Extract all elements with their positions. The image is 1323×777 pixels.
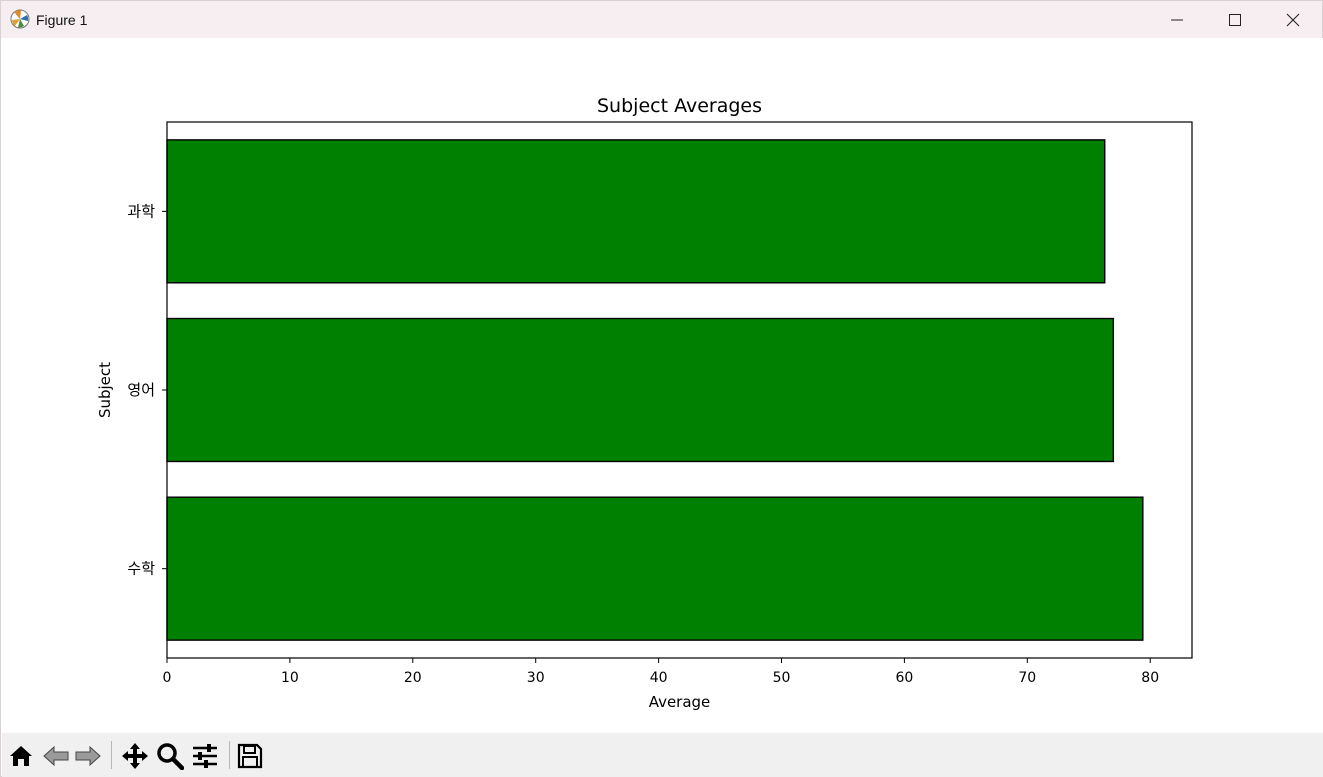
x-tick-label: 50: [773, 670, 791, 686]
save-button[interactable]: [233, 739, 267, 773]
window-title: Figure 1: [36, 12, 88, 28]
pan-icon: [122, 743, 148, 769]
toolbar-separator: [229, 741, 230, 769]
close-button[interactable]: [1264, 1, 1322, 38]
x-tick-label: 80: [1141, 670, 1159, 686]
x-tick-label: 30: [527, 670, 545, 686]
zoom-icon: [157, 743, 184, 770]
home-icon: [10, 746, 32, 766]
pan-button[interactable]: [118, 739, 152, 773]
save-icon: [237, 743, 263, 769]
minimize-button[interactable]: [1148, 1, 1206, 38]
bar-chart: 수학 영어 과학 0 10 20 30 40 50 60 70 80 Subject Averages A…: [96, 95, 1193, 711]
y-tick-label: 과학: [127, 202, 155, 220]
x-tick-label: 70: [1018, 670, 1036, 686]
y-tick-label: 수학: [127, 560, 155, 578]
home-button[interactable]: [4, 739, 38, 773]
bar: [166, 496, 1144, 641]
x-tick-label: 20: [404, 670, 422, 686]
toolbar-separator: [111, 741, 112, 769]
minimize-icon: [1171, 19, 1183, 21]
back-button[interactable]: [39, 739, 73, 773]
forward-button[interactable]: [71, 739, 105, 773]
zoom-button[interactable]: [153, 739, 187, 773]
configure-subplots-icon: [193, 744, 217, 768]
x-axis-label: Average: [649, 693, 711, 711]
back-arrow-icon: [43, 745, 69, 767]
chart-title: Subject Averages: [597, 95, 762, 117]
y-tick-label: 영어: [127, 381, 155, 399]
axes-frame: [166, 121, 1193, 659]
forward-arrow-icon: [75, 745, 101, 767]
x-tick-label: 40: [650, 670, 668, 686]
x-tick-label: 60: [895, 670, 913, 686]
close-icon: [1286, 13, 1300, 27]
y-axis-label: Subject: [96, 362, 114, 418]
configure-subplots-button[interactable]: [188, 739, 222, 773]
x-tick-label: 10: [281, 670, 299, 686]
maximize-button[interactable]: [1206, 1, 1264, 38]
title-bar[interactable]: Figure 1: [1, 1, 1322, 38]
figure-canvas[interactable]: 수학 영어 과학 0 10 20 30 40 50 60 70 80 Subject Averages A…: [2, 38, 1323, 733]
bar: [166, 139, 1106, 284]
x-tick-label: 0: [163, 670, 172, 686]
maximize-icon: [1229, 14, 1241, 26]
matplotlib-logo-icon: [10, 9, 30, 29]
bar: [166, 317, 1115, 463]
navigation-toolbar: [2, 733, 1323, 777]
